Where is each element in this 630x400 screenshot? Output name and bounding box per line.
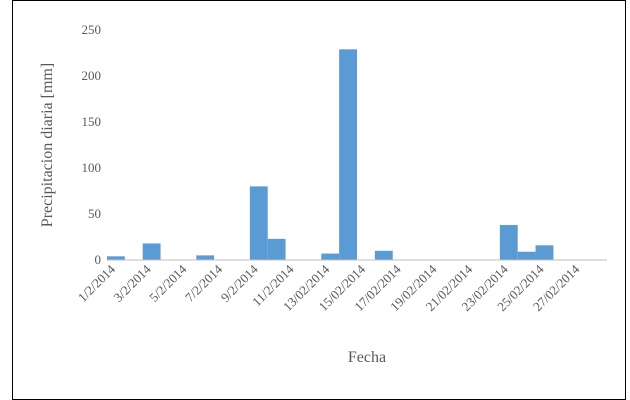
bar	[107, 256, 125, 260]
y-ticks-group: 0 50 100 150 200 250	[82, 22, 102, 267]
bar	[374, 250, 393, 260]
y-tick-label: 250	[82, 22, 102, 37]
bar	[535, 245, 554, 260]
y-tick-label: 0	[95, 252, 102, 267]
y-tick-label: 200	[82, 68, 102, 83]
bar	[267, 238, 286, 260]
y-axis-title: Precipitacion diaria [mm]	[39, 63, 56, 227]
bar	[517, 251, 536, 260]
x-tick-label: 1/2/2014	[75, 261, 119, 305]
bar-chart: 0 50 100 150 200 250 1/2/20143/2/20145/2/2014…	[39, 22, 607, 366]
y-tick-label: 150	[82, 114, 102, 129]
bar	[321, 253, 340, 260]
bar	[499, 225, 518, 260]
x-tick-label: 7/2/2014	[182, 261, 226, 305]
bar	[196, 255, 215, 260]
bar	[142, 243, 161, 260]
bar	[249, 186, 268, 260]
x-axis-title: Fecha	[348, 349, 386, 366]
x-tick-label: 3/2/2014	[110, 261, 154, 305]
x-ticks-group: 1/2/20143/2/20145/2/20147/2/20149/2/2014…	[75, 261, 583, 314]
x-tick-label: 5/2/2014	[146, 261, 190, 305]
y-tick-label: 100	[82, 160, 102, 175]
y-tick-label: 50	[88, 206, 101, 221]
chart-frame	[12, 0, 626, 400]
bar	[339, 49, 357, 260]
bars-group	[107, 49, 554, 260]
